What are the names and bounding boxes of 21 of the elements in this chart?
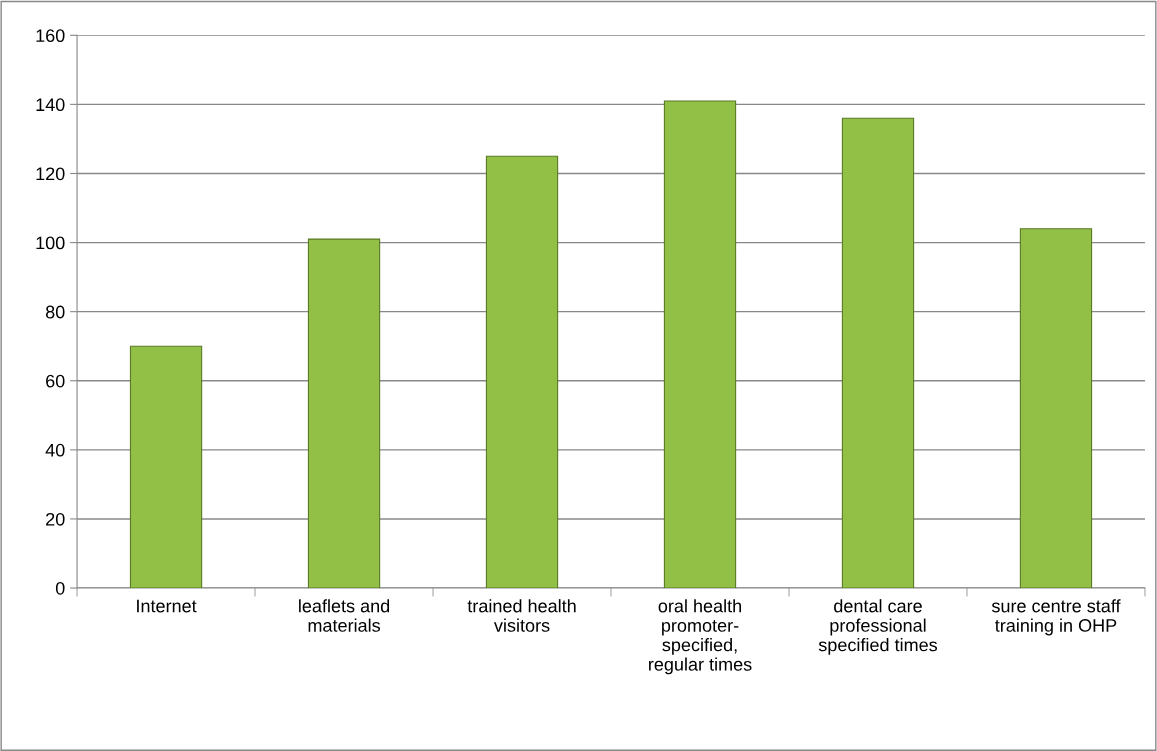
bar bbox=[663, 100, 737, 589]
x-tick-label: Internet bbox=[137, 599, 197, 613]
x-tick-label: sure centre staff training in OHP bbox=[991, 599, 1121, 636]
x-tick-label: dental care professional specified times bbox=[818, 599, 938, 655]
y-tick-label: 20 bbox=[46, 512, 65, 526]
y-tick-label: 140 bbox=[36, 98, 65, 112]
y-tick-label: 100 bbox=[36, 236, 65, 250]
x-tick-label: leaflets and materials bbox=[299, 599, 390, 632]
y-tick-label: 160 bbox=[36, 29, 65, 43]
bar bbox=[129, 345, 203, 589]
y-tick-label: 40 bbox=[45, 443, 65, 457]
x-tick-label: oral health promoter- specified, regular times bbox=[649, 599, 752, 675]
bar bbox=[307, 238, 381, 589]
y-tick-label: 60 bbox=[46, 374, 65, 388]
bar bbox=[841, 117, 915, 589]
y-tick-label: 80 bbox=[45, 305, 65, 319]
y-tick-label: 0 bbox=[55, 581, 65, 595]
x-tick-label: trained health visitors bbox=[467, 599, 576, 632]
bar bbox=[1019, 228, 1093, 589]
y-tick-label: 120 bbox=[36, 167, 65, 181]
bar bbox=[485, 155, 559, 589]
